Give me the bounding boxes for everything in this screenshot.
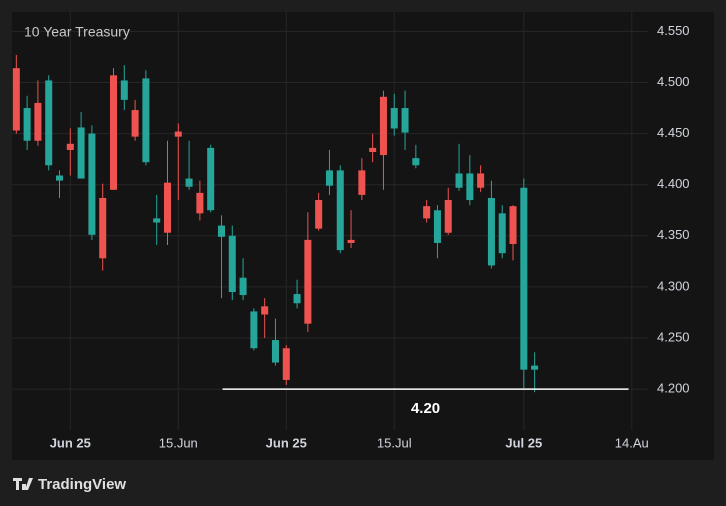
candle-body [120,80,128,100]
x-tick-label: 14.Au [615,435,649,450]
logo-icon [13,478,33,490]
candle-body [228,235,236,293]
candle-body [196,192,204,214]
candle-body [433,210,441,243]
candle-body [325,170,333,186]
candle-body [423,206,431,219]
y-tick-label: 4.300 [657,278,690,293]
candle-body [315,200,323,229]
candle-body [358,170,366,195]
candle-body [34,102,42,141]
y-tick-label: 4.500 [657,74,690,89]
y-tick-label: 4.400 [657,176,690,191]
y-tick-label: 4.200 [657,381,690,396]
candle-body [455,173,463,188]
candle-body [261,306,269,315]
candle-body [77,127,85,179]
candle-body [304,239,312,324]
candle-body [390,108,398,129]
candle-body [56,175,64,181]
x-tick-label: 15.Jun [159,435,198,450]
y-tick-label: 4.450 [657,125,690,140]
candle-body [88,133,96,235]
candle-body [131,110,139,137]
candle-body [369,147,377,152]
y-tick-label: 4.550 [657,23,690,38]
candle-body [347,239,355,243]
candle-body [271,340,279,363]
candle-body [379,96,387,156]
candle-body [293,294,301,304]
candle-body [163,182,171,233]
candle-body [444,200,452,233]
y-tick-label: 4.250 [657,329,690,344]
candle-body [509,206,517,244]
candle-body [12,68,20,131]
candle-body [217,225,225,237]
logo: TradingView [13,476,126,493]
candle-body [239,277,247,296]
plot [12,54,629,393]
candle-body [153,218,161,223]
candle-body [142,78,150,163]
candle-body [477,173,485,188]
chart-title: 10 Year Treasury [24,24,130,40]
candle-body [498,213,506,254]
candle-body [487,197,495,266]
candle-body [250,311,258,349]
candle-body [45,80,53,166]
candle-body [520,187,528,370]
candle-body [412,158,420,166]
x-tick-label: Jun 25 [50,435,91,450]
x-tick-label: 15.Jul [377,435,412,450]
candle-body [99,197,107,259]
candle-body [23,108,31,141]
candle-body [282,348,290,380]
candle-body [531,365,539,370]
candle-body [109,75,118,190]
candle-body [207,147,215,211]
x-tick-label: Jun 25 [266,435,307,450]
candle-body [466,173,474,201]
candle-body [174,131,182,137]
candle-body [66,143,74,150]
candle-body [401,108,409,133]
x-tick-label: Jul 25 [505,435,542,450]
brand: TradingView [38,476,126,493]
candle-body [185,178,193,187]
candle-body [336,170,344,251]
y-tick-label: 4.350 [657,227,690,242]
line-label: 4.20 [411,400,440,417]
